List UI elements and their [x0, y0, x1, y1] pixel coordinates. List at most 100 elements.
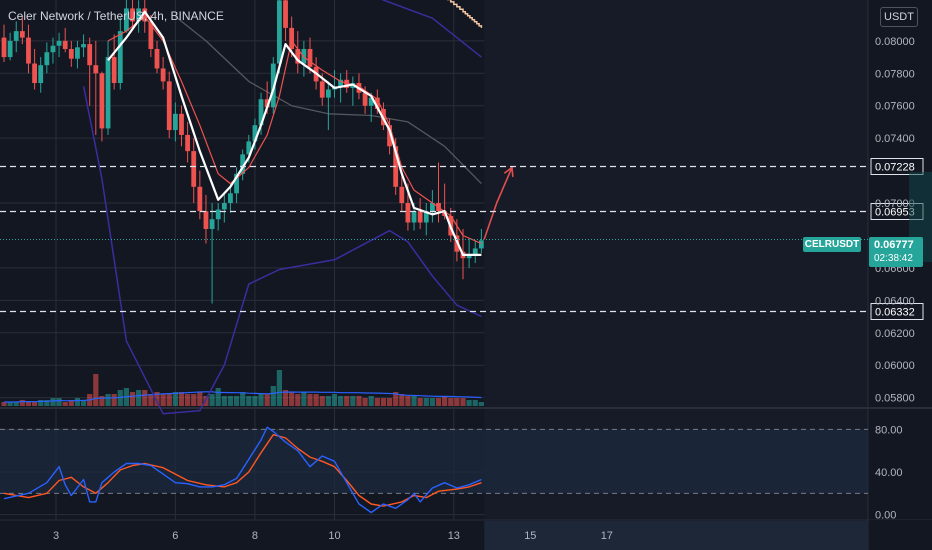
candle-body[interactable] [289, 27, 295, 49]
volume-bar [160, 394, 166, 406]
candle-body[interactable] [19, 31, 25, 38]
candle-body[interactable] [307, 48, 313, 67]
volume-bar [203, 396, 209, 406]
candle-body[interactable] [362, 92, 368, 106]
candle-body[interactable] [264, 99, 270, 108]
candle-body[interactable] [93, 65, 99, 74]
candle-body[interactable] [44, 52, 50, 66]
volume-bar [50, 398, 56, 406]
candle-body[interactable] [75, 47, 80, 59]
volume-bar [319, 396, 325, 406]
candle-body[interactable] [13, 31, 19, 41]
candle-body[interactable] [105, 57, 111, 129]
candle-body[interactable] [319, 81, 325, 98]
candle-body[interactable] [344, 79, 350, 88]
candle-body[interactable] [148, 21, 154, 49]
scale-corner[interactable] [869, 520, 932, 550]
volume-bar [331, 394, 338, 406]
volume-bar [478, 402, 484, 406]
candle-body[interactable] [430, 203, 435, 212]
candle-body[interactable] [325, 89, 331, 98]
candle-body[interactable] [295, 48, 301, 64]
volume-bar [435, 398, 442, 406]
candle-body[interactable] [472, 248, 478, 255]
last-price-value: 0.06777 [874, 239, 914, 251]
candle-body[interactable] [258, 99, 264, 126]
candle-body[interactable] [117, 31, 123, 84]
currency-selector[interactable]: USDT [880, 7, 918, 27]
stoch-tick-label: 80.00 [875, 424, 903, 436]
candle-body[interactable] [136, 8, 142, 22]
candle-body[interactable] [160, 68, 166, 82]
candle-body[interactable] [7, 40, 13, 58]
candle-body[interactable] [81, 44, 86, 48]
candle-body[interactable] [228, 193, 233, 204]
candle-body[interactable] [111, 57, 117, 84]
volume-bar [93, 374, 99, 406]
volume-bar [7, 402, 13, 406]
volume-bar [240, 392, 246, 406]
volume-bar [258, 394, 264, 406]
candle-body[interactable] [423, 211, 429, 223]
volume-layer [1, 370, 484, 406]
bollinger-lower-line [82, 86, 482, 415]
candle-body[interactable] [417, 211, 423, 223]
volume-ma-line [4, 391, 482, 403]
candle-body[interactable] [68, 48, 74, 59]
volume-bar [178, 392, 185, 406]
candle-body[interactable] [50, 45, 56, 53]
candle-body[interactable] [166, 81, 172, 131]
axis-layer[interactable]: 0.080000.078000.076000.074000.070000.066… [53, 36, 932, 550]
volume-bar [448, 398, 454, 406]
candle-body[interactable] [1, 37, 7, 58]
candle-body[interactable] [368, 97, 374, 106]
candle-body[interactable] [99, 73, 105, 129]
candle-body[interactable] [26, 37, 31, 64]
candle-body[interactable] [154, 48, 160, 69]
candle-body[interactable] [87, 44, 93, 66]
candle-body[interactable] [234, 173, 239, 194]
candle-body[interactable] [203, 211, 209, 229]
candle-body[interactable] [399, 186, 405, 204]
candle-body[interactable] [197, 186, 203, 212]
candle-body[interactable] [185, 134, 190, 152]
candle-body[interactable] [215, 209, 221, 220]
volume-bar [13, 402, 19, 406]
price-tick-label: 0.05800 [875, 393, 915, 405]
candle-body[interactable] [283, 0, 288, 28]
candle-body[interactable] [32, 63, 37, 84]
candle-body[interactable] [38, 65, 44, 84]
candle-body[interactable] [478, 240, 484, 249]
candle-body[interactable] [62, 40, 68, 49]
candle-body[interactable] [252, 125, 258, 142]
volume-bar [356, 396, 362, 406]
candle-body[interactable] [179, 113, 184, 135]
candle-body[interactable] [172, 113, 178, 131]
volume-bar [301, 392, 307, 406]
candle-body[interactable] [246, 141, 252, 155]
candle-body[interactable] [338, 79, 343, 87]
stoch-tick-label: 40.00 [875, 467, 903, 479]
candle-body[interactable] [142, 8, 148, 22]
volume-bar [270, 386, 276, 406]
candle-body[interactable] [387, 125, 392, 147]
candle-body[interactable] [209, 219, 215, 229]
candle-body[interactable] [56, 40, 62, 46]
candle-body[interactable] [277, 0, 282, 64]
volume-bar [74, 398, 81, 406]
candle-body[interactable] [466, 254, 472, 259]
candle-body[interactable] [405, 203, 411, 223]
candle-body[interactable] [374, 97, 380, 109]
candle-body[interactable] [240, 154, 246, 174]
candle-body[interactable] [124, 8, 129, 32]
volume-bar [417, 398, 423, 406]
candle-body[interactable] [130, 8, 135, 22]
candle-body[interactable] [191, 151, 197, 187]
volume-bar [466, 400, 472, 406]
volume-bar [393, 392, 399, 406]
time-tick-label: 8 [252, 530, 258, 542]
candle-body[interactable] [221, 203, 227, 210]
candle-body[interactable] [411, 211, 417, 223]
volume-bar [276, 370, 282, 406]
